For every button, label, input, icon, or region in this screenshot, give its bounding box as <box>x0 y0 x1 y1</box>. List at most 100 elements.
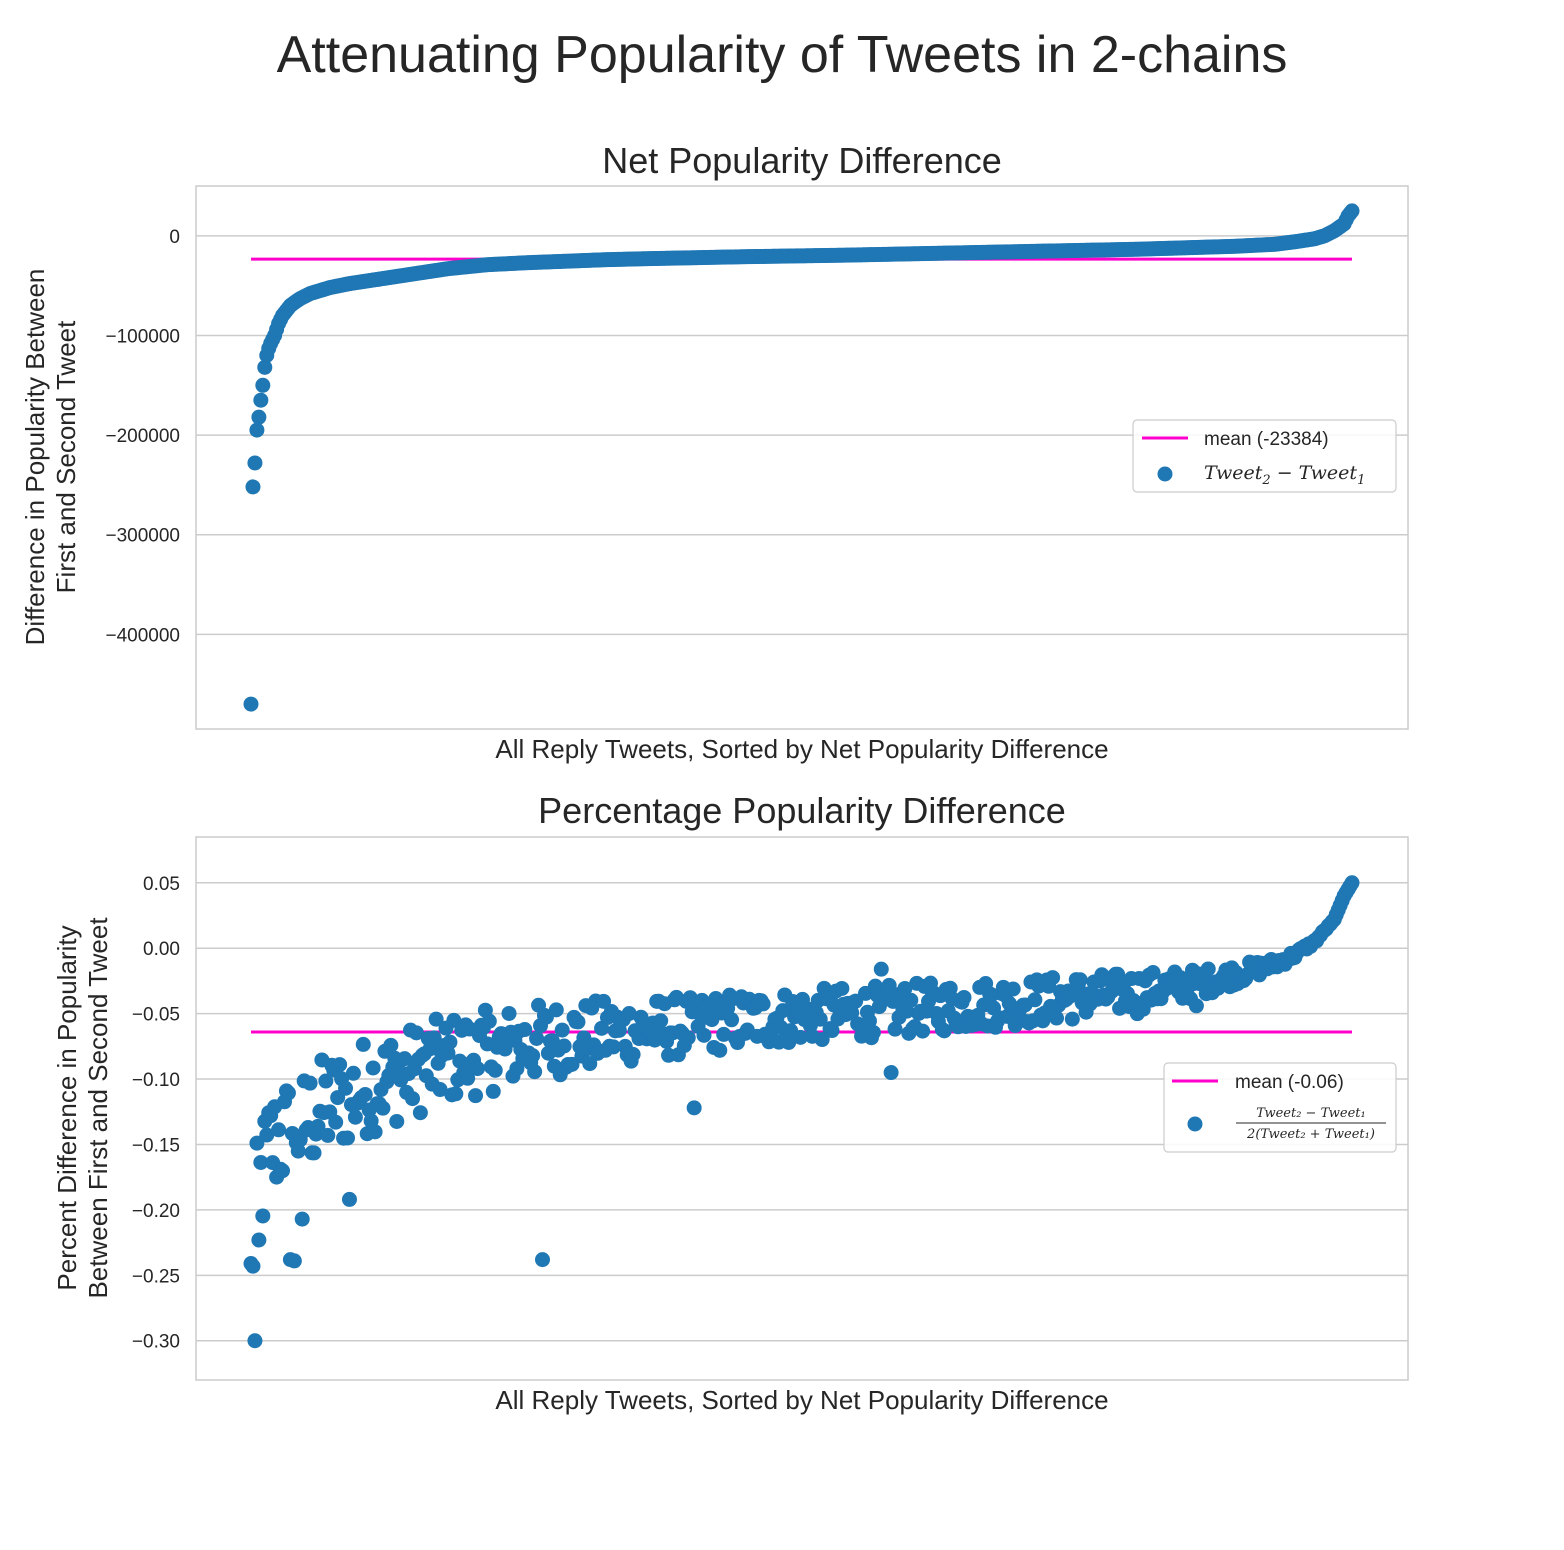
data-point <box>275 1163 291 1179</box>
data-point <box>605 1039 621 1055</box>
data-point <box>310 1118 326 1134</box>
data-point <box>255 1208 271 1224</box>
data-point <box>497 1041 513 1057</box>
data-point <box>405 1091 421 1107</box>
y-axis-label-line2: Between First and Second Tweet <box>83 917 113 1299</box>
y-axis-label-line1: Difference in Popularity Between <box>20 269 50 646</box>
data-point <box>259 1127 275 1143</box>
y-tick-label: −300000 <box>106 526 181 547</box>
data-point <box>1049 1010 1065 1026</box>
data-point <box>897 980 913 996</box>
data-point <box>397 1051 413 1067</box>
legend-fraction-numerator: Tweet₂ − Tweet₁ <box>1256 1106 1365 1121</box>
data-point <box>255 377 271 393</box>
data-point <box>556 1038 572 1054</box>
y-tick-labels: 0.05 0.00 −0.05 −0.10 −0.15 −0.20 −0.25 −0.30 <box>132 874 180 1353</box>
data-point <box>355 1036 371 1052</box>
y-tick-label: 0.05 <box>143 874 180 895</box>
data-point <box>383 1037 399 1053</box>
data-point <box>1200 961 1216 977</box>
data-point <box>271 1122 287 1138</box>
data-point <box>1072 972 1088 988</box>
data-point <box>318 1073 334 1089</box>
data-point <box>251 409 267 425</box>
data-point <box>834 980 850 996</box>
data-point <box>582 1056 598 1072</box>
data-point <box>286 1253 302 1269</box>
data-point <box>487 1062 503 1078</box>
y-tick-label: 0 <box>169 227 180 248</box>
y-tick-label: −200000 <box>106 426 181 447</box>
data-point <box>257 359 273 375</box>
y-tick-label: −100000 <box>106 326 181 347</box>
data-point <box>1344 203 1360 219</box>
data-point <box>389 1113 405 1129</box>
data-point <box>470 1061 486 1077</box>
data-point <box>781 1034 797 1050</box>
data-point <box>280 1085 296 1101</box>
data-point <box>915 1023 931 1039</box>
data-point <box>534 1252 550 1268</box>
data-point <box>302 1075 318 1091</box>
percentage-popularity-title: Percentage Popularity Difference <box>538 790 1066 831</box>
data-point <box>1145 965 1161 981</box>
data-point <box>375 1100 391 1116</box>
x-axis-label: All Reply Tweets, Sorted by Net Populari… <box>495 734 1108 764</box>
y-tick-label: −0.25 <box>132 1266 180 1287</box>
data-point <box>345 1065 361 1081</box>
data-point <box>332 1057 348 1073</box>
data-point <box>812 1011 828 1027</box>
data-point <box>883 1065 899 1081</box>
data-point <box>517 1022 533 1038</box>
data-point <box>724 1012 740 1028</box>
data-point <box>936 1023 952 1039</box>
data-point <box>249 422 265 438</box>
legend-mean-label: mean (-0.06) <box>1235 1072 1344 1093</box>
data-point <box>873 961 889 977</box>
data-point <box>481 1013 497 1029</box>
data-point <box>485 1083 501 1099</box>
percentage-popularity-panel: Percentage Popularity Difference 0.05 0.0… <box>52 790 1409 1415</box>
data-point <box>887 1021 903 1037</box>
figure-suptitle: Attenuating Popularity of Tweets in 2-ch… <box>277 26 1288 84</box>
data-point <box>460 1070 476 1086</box>
data-point <box>247 455 263 471</box>
net-popularity-title: Net Popularity Difference <box>602 140 1002 181</box>
x-axis-label: All Reply Tweets, Sorted by Net Populari… <box>495 1385 1108 1415</box>
data-point <box>548 1002 564 1018</box>
data-point <box>525 1048 541 1064</box>
data-point <box>529 1030 545 1046</box>
y-tick-labels: 0 −100000 −200000 −300000 −400000 <box>106 227 181 647</box>
data-point <box>468 1088 484 1104</box>
data-point <box>408 1025 424 1041</box>
data-point <box>446 1012 462 1028</box>
legend-series-marker <box>1187 1116 1203 1132</box>
y-axis-label: Difference in Popularity Between First a… <box>20 269 81 646</box>
data-point <box>755 996 771 1012</box>
plot-frame <box>195 185 1409 730</box>
y-axis-label-line1: Percent Difference in Popularity <box>52 925 82 1290</box>
data-point <box>793 1029 809 1045</box>
data-point <box>1344 875 1360 891</box>
y-tick-label: −0.15 <box>132 1135 180 1156</box>
data-point <box>1045 970 1061 986</box>
y-tick-label: −0.20 <box>132 1201 180 1222</box>
data-point <box>596 993 612 1009</box>
data-point <box>564 1056 580 1072</box>
data-point <box>340 1130 356 1146</box>
y-tick-label: 0.00 <box>143 939 180 960</box>
data-point <box>696 1027 712 1043</box>
data-points <box>243 875 1360 1349</box>
legend-series-label: Tweet2 − Tweet1 <box>1204 462 1365 488</box>
data-point <box>1188 998 1204 1014</box>
data-point <box>328 1114 344 1130</box>
data-point <box>367 1124 383 1140</box>
legend-series-marker <box>1157 466 1173 482</box>
y-tick-label: −0.10 <box>132 1070 180 1091</box>
legend-box <box>1132 419 1397 493</box>
y-tick-label: −0.05 <box>132 1005 180 1026</box>
data-point <box>294 1211 310 1227</box>
data-point <box>320 1127 336 1143</box>
data-point <box>903 992 919 1008</box>
